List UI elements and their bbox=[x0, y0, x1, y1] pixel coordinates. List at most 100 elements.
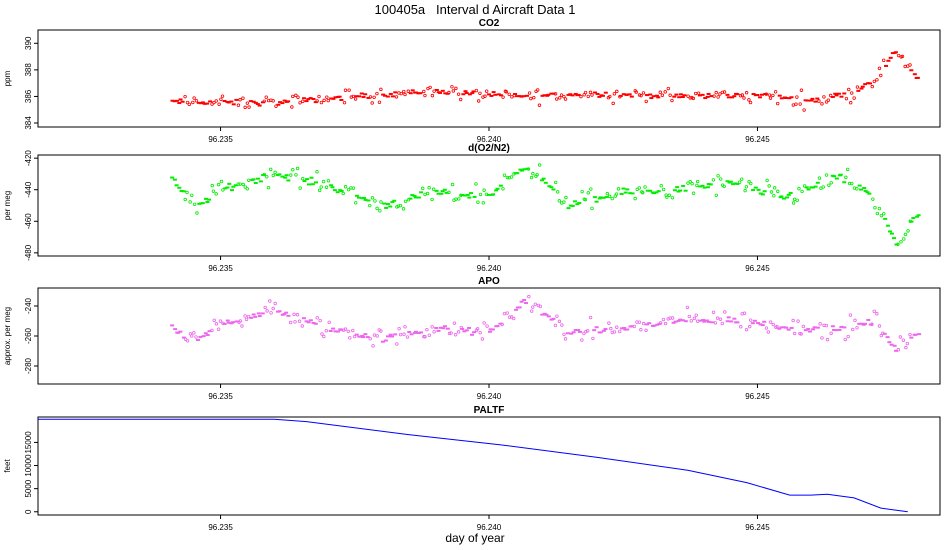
data-point-apo bbox=[368, 337, 372, 341]
data-point-co2 bbox=[422, 89, 426, 94]
data-point-apo bbox=[818, 322, 822, 326]
data-point-co2 bbox=[454, 86, 458, 91]
data-point-d-o2-n2 bbox=[398, 203, 403, 208]
data-point-apo bbox=[591, 336, 595, 341]
data-point-d-o2-n2 bbox=[855, 187, 859, 191]
data-point-apo bbox=[904, 345, 908, 350]
data-point-apo bbox=[185, 339, 190, 343]
data-point-d-o2-n2 bbox=[526, 167, 531, 171]
data-point-co2 bbox=[872, 79, 877, 84]
data-point-d-o2-n2 bbox=[667, 193, 672, 197]
data-point-apo bbox=[190, 334, 194, 338]
data-point-co2 bbox=[714, 90, 718, 95]
data-point-d-o2-n2 bbox=[691, 191, 696, 195]
x-tick-label-co2: 96.235 bbox=[208, 135, 233, 144]
panel-title-co2: CO2 bbox=[479, 18, 500, 29]
data-point-d-o2-n2 bbox=[605, 191, 610, 196]
y-tick-label-d-o2-n2: -460 bbox=[24, 213, 33, 230]
data-point-co2 bbox=[850, 91, 854, 95]
y-axis-label-apo: approx. per meg bbox=[3, 307, 12, 365]
data-point-d-o2-n2 bbox=[737, 180, 742, 184]
data-point-co2 bbox=[718, 92, 722, 96]
data-point-d-o2-n2 bbox=[291, 167, 295, 172]
data-point-d-o2-n2 bbox=[195, 211, 199, 215]
data-point-co2 bbox=[347, 88, 351, 92]
data-point-d-o2-n2 bbox=[767, 184, 771, 188]
chart-main-title: 100405a Interval d Aircraft Data 1 bbox=[374, 2, 576, 17]
data-point-d-o2-n2 bbox=[686, 181, 690, 185]
data-point-apo bbox=[214, 322, 219, 326]
data-point-d-o2-n2 bbox=[722, 184, 726, 189]
data-point-d-o2-n2 bbox=[474, 182, 478, 186]
data-point-d-o2-n2 bbox=[850, 181, 854, 186]
data-point-apo bbox=[742, 311, 747, 315]
data-point-d-o2-n2 bbox=[501, 187, 505, 191]
data-point-apo bbox=[210, 328, 214, 333]
data-point-d-o2-n2 bbox=[769, 190, 774, 194]
data-point-co2 bbox=[877, 66, 882, 71]
data-point-apo bbox=[748, 318, 753, 322]
data-point-apo bbox=[799, 332, 803, 336]
data-point-co2 bbox=[474, 88, 479, 93]
data-point-apo bbox=[848, 313, 853, 317]
data-point-co2 bbox=[558, 96, 562, 100]
y-tick-label-d-o2-n2: -440 bbox=[24, 181, 33, 198]
data-point-co2 bbox=[342, 100, 347, 105]
data-point-co2 bbox=[744, 91, 749, 95]
data-point-co2 bbox=[532, 95, 536, 100]
data-point-co2 bbox=[484, 89, 489, 93]
data-point-d-o2-n2 bbox=[185, 190, 189, 195]
data-point-co2 bbox=[824, 100, 829, 104]
data-point-d-o2-n2 bbox=[616, 187, 621, 191]
data-point-co2 bbox=[590, 93, 594, 97]
data-point-co2 bbox=[767, 93, 772, 97]
data-point-d-o2-n2 bbox=[711, 178, 716, 182]
data-point-co2 bbox=[611, 101, 615, 106]
data-point-d-o2-n2 bbox=[294, 173, 298, 177]
data-point-co2 bbox=[507, 92, 511, 96]
data-point-co2 bbox=[219, 97, 223, 101]
data-point-co2 bbox=[795, 95, 799, 99]
data-point-apo bbox=[562, 332, 566, 337]
data-point-co2 bbox=[325, 95, 329, 99]
data-point-co2 bbox=[688, 96, 692, 100]
data-point-d-o2-n2 bbox=[351, 186, 356, 190]
data-point-co2 bbox=[351, 94, 355, 99]
data-point-co2 bbox=[738, 94, 743, 98]
data-point-apo bbox=[557, 319, 562, 324]
data-point-d-o2-n2 bbox=[326, 179, 331, 183]
data-point-d-o2-n2 bbox=[896, 242, 900, 247]
data-point-d-o2-n2 bbox=[564, 195, 568, 200]
data-point-d-o2-n2 bbox=[877, 206, 882, 211]
data-point-d-o2-n2 bbox=[478, 192, 483, 197]
data-point-apo bbox=[295, 313, 300, 317]
data-point-co2 bbox=[870, 84, 874, 89]
data-point-apo bbox=[801, 324, 806, 329]
data-point-d-o2-n2 bbox=[341, 191, 345, 196]
data-point-d-o2-n2 bbox=[241, 182, 245, 187]
series-line-paltf bbox=[38, 418, 908, 513]
data-point-co2 bbox=[720, 90, 725, 95]
y-axis-label-d-o2-n2: per meg bbox=[3, 191, 12, 220]
data-point-d-o2-n2 bbox=[903, 232, 908, 237]
data-point-apo bbox=[375, 334, 379, 338]
data-point-d-o2-n2 bbox=[321, 179, 326, 184]
data-point-apo bbox=[644, 328, 648, 333]
data-point-co2 bbox=[241, 96, 245, 100]
data-point-apo bbox=[240, 324, 244, 328]
data-point-co2 bbox=[691, 96, 696, 101]
data-point-co2 bbox=[817, 99, 821, 103]
data-point-co2 bbox=[826, 98, 830, 102]
data-point-apo bbox=[687, 314, 692, 319]
x-tick-label-apo: 96.245 bbox=[745, 392, 770, 401]
data-point-d-o2-n2 bbox=[370, 196, 375, 200]
data-point-co2 bbox=[529, 96, 533, 101]
y-axis-label-co2: ppm bbox=[3, 70, 12, 86]
data-point-co2 bbox=[349, 95, 354, 99]
data-point-co2 bbox=[562, 94, 566, 99]
data-point-apo bbox=[877, 324, 882, 328]
data-point-d-o2-n2 bbox=[535, 173, 539, 177]
data-point-apo bbox=[269, 311, 273, 315]
data-point-d-o2-n2 bbox=[236, 182, 240, 186]
data-point-d-o2-n2 bbox=[265, 175, 269, 179]
